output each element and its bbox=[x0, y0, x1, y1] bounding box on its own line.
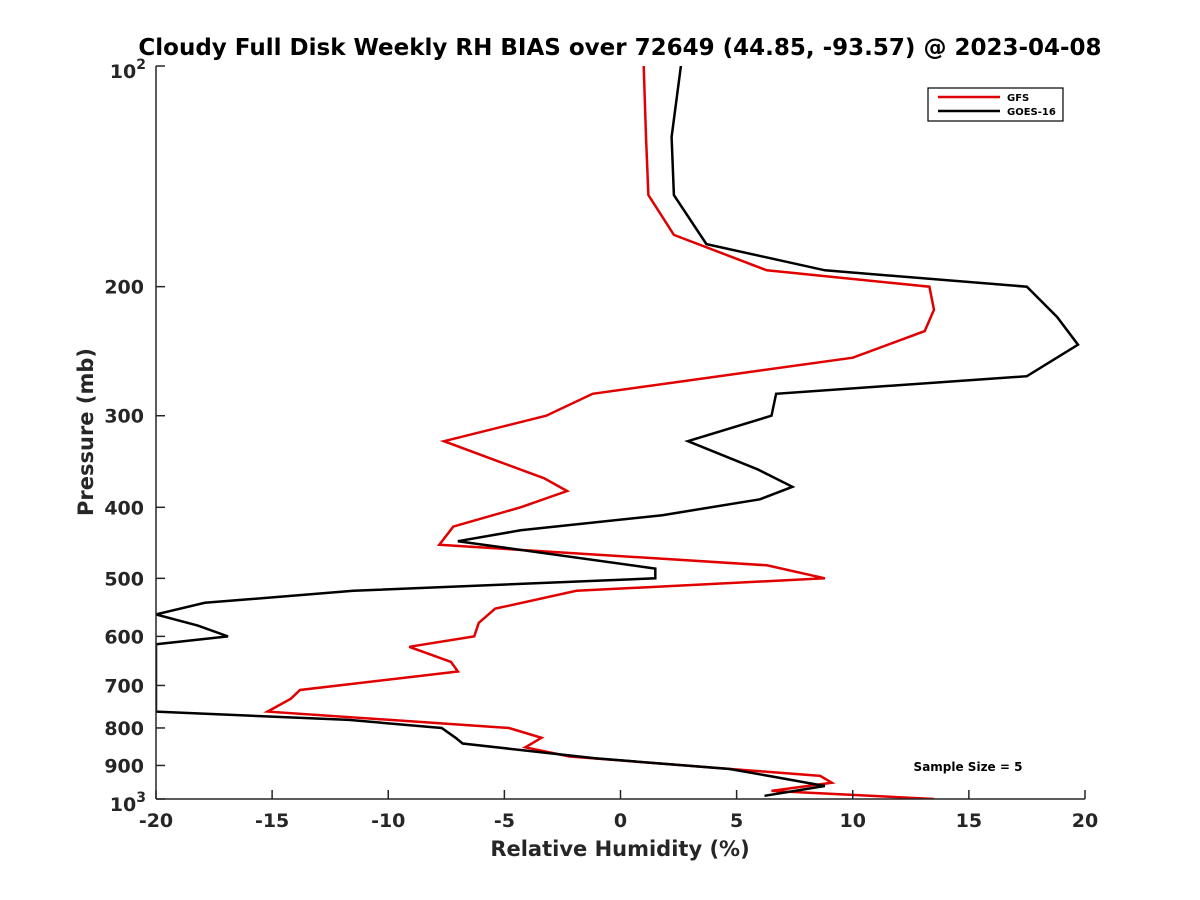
plot-area bbox=[156, 66, 1080, 799]
x-tick-label: 5 bbox=[730, 810, 743, 832]
legend-label-gfs: GFS bbox=[1007, 93, 1029, 104]
x-tick-label: 20 bbox=[1072, 810, 1098, 832]
y-tick-label: 800 bbox=[104, 718, 144, 740]
legend: GFS GOES-16 bbox=[927, 87, 1064, 122]
chart-title: Cloudy Full Disk Weekly RH BIAS over 726… bbox=[138, 35, 1101, 61]
tick-labels: -20 -15 -10 -5 0 5 10 15 20 102 200 300 400 500 600 700… bbox=[104, 57, 1098, 832]
x-tick-label: -5 bbox=[494, 810, 515, 832]
legend-box bbox=[927, 87, 1064, 122]
y-tick-label: 600 bbox=[104, 626, 144, 648]
y-tick-label: 400 bbox=[104, 497, 144, 519]
series-line-gfs bbox=[263, 66, 936, 799]
y-tick-label: 300 bbox=[104, 406, 144, 428]
series-line-goes-16 bbox=[156, 66, 1080, 798]
x-tick-label: -20 bbox=[139, 810, 173, 832]
x-axis-label: Relative Humidity (%) bbox=[490, 837, 749, 861]
y-tick-label: 900 bbox=[104, 755, 144, 777]
x-tick-label: -15 bbox=[255, 810, 289, 832]
y-tick-label: 200 bbox=[104, 277, 144, 299]
axes bbox=[155, 65, 1086, 800]
legend-label-goes-16: GOES-16 bbox=[1007, 107, 1056, 118]
sample-size-annotation: Sample Size = 5 bbox=[914, 760, 1023, 774]
y-tick-label: 700 bbox=[104, 675, 144, 697]
y-tick-label: 103 bbox=[110, 790, 146, 816]
x-tick-label: 10 bbox=[840, 810, 866, 832]
x-tick-label: 15 bbox=[956, 810, 982, 832]
y-tick-label: 500 bbox=[104, 568, 144, 590]
x-tick-label: 0 bbox=[614, 810, 627, 832]
y-axis-label: Pressure (mb) bbox=[74, 348, 98, 516]
y-tick-label: 102 bbox=[110, 57, 146, 83]
x-tick-label: -10 bbox=[371, 810, 405, 832]
